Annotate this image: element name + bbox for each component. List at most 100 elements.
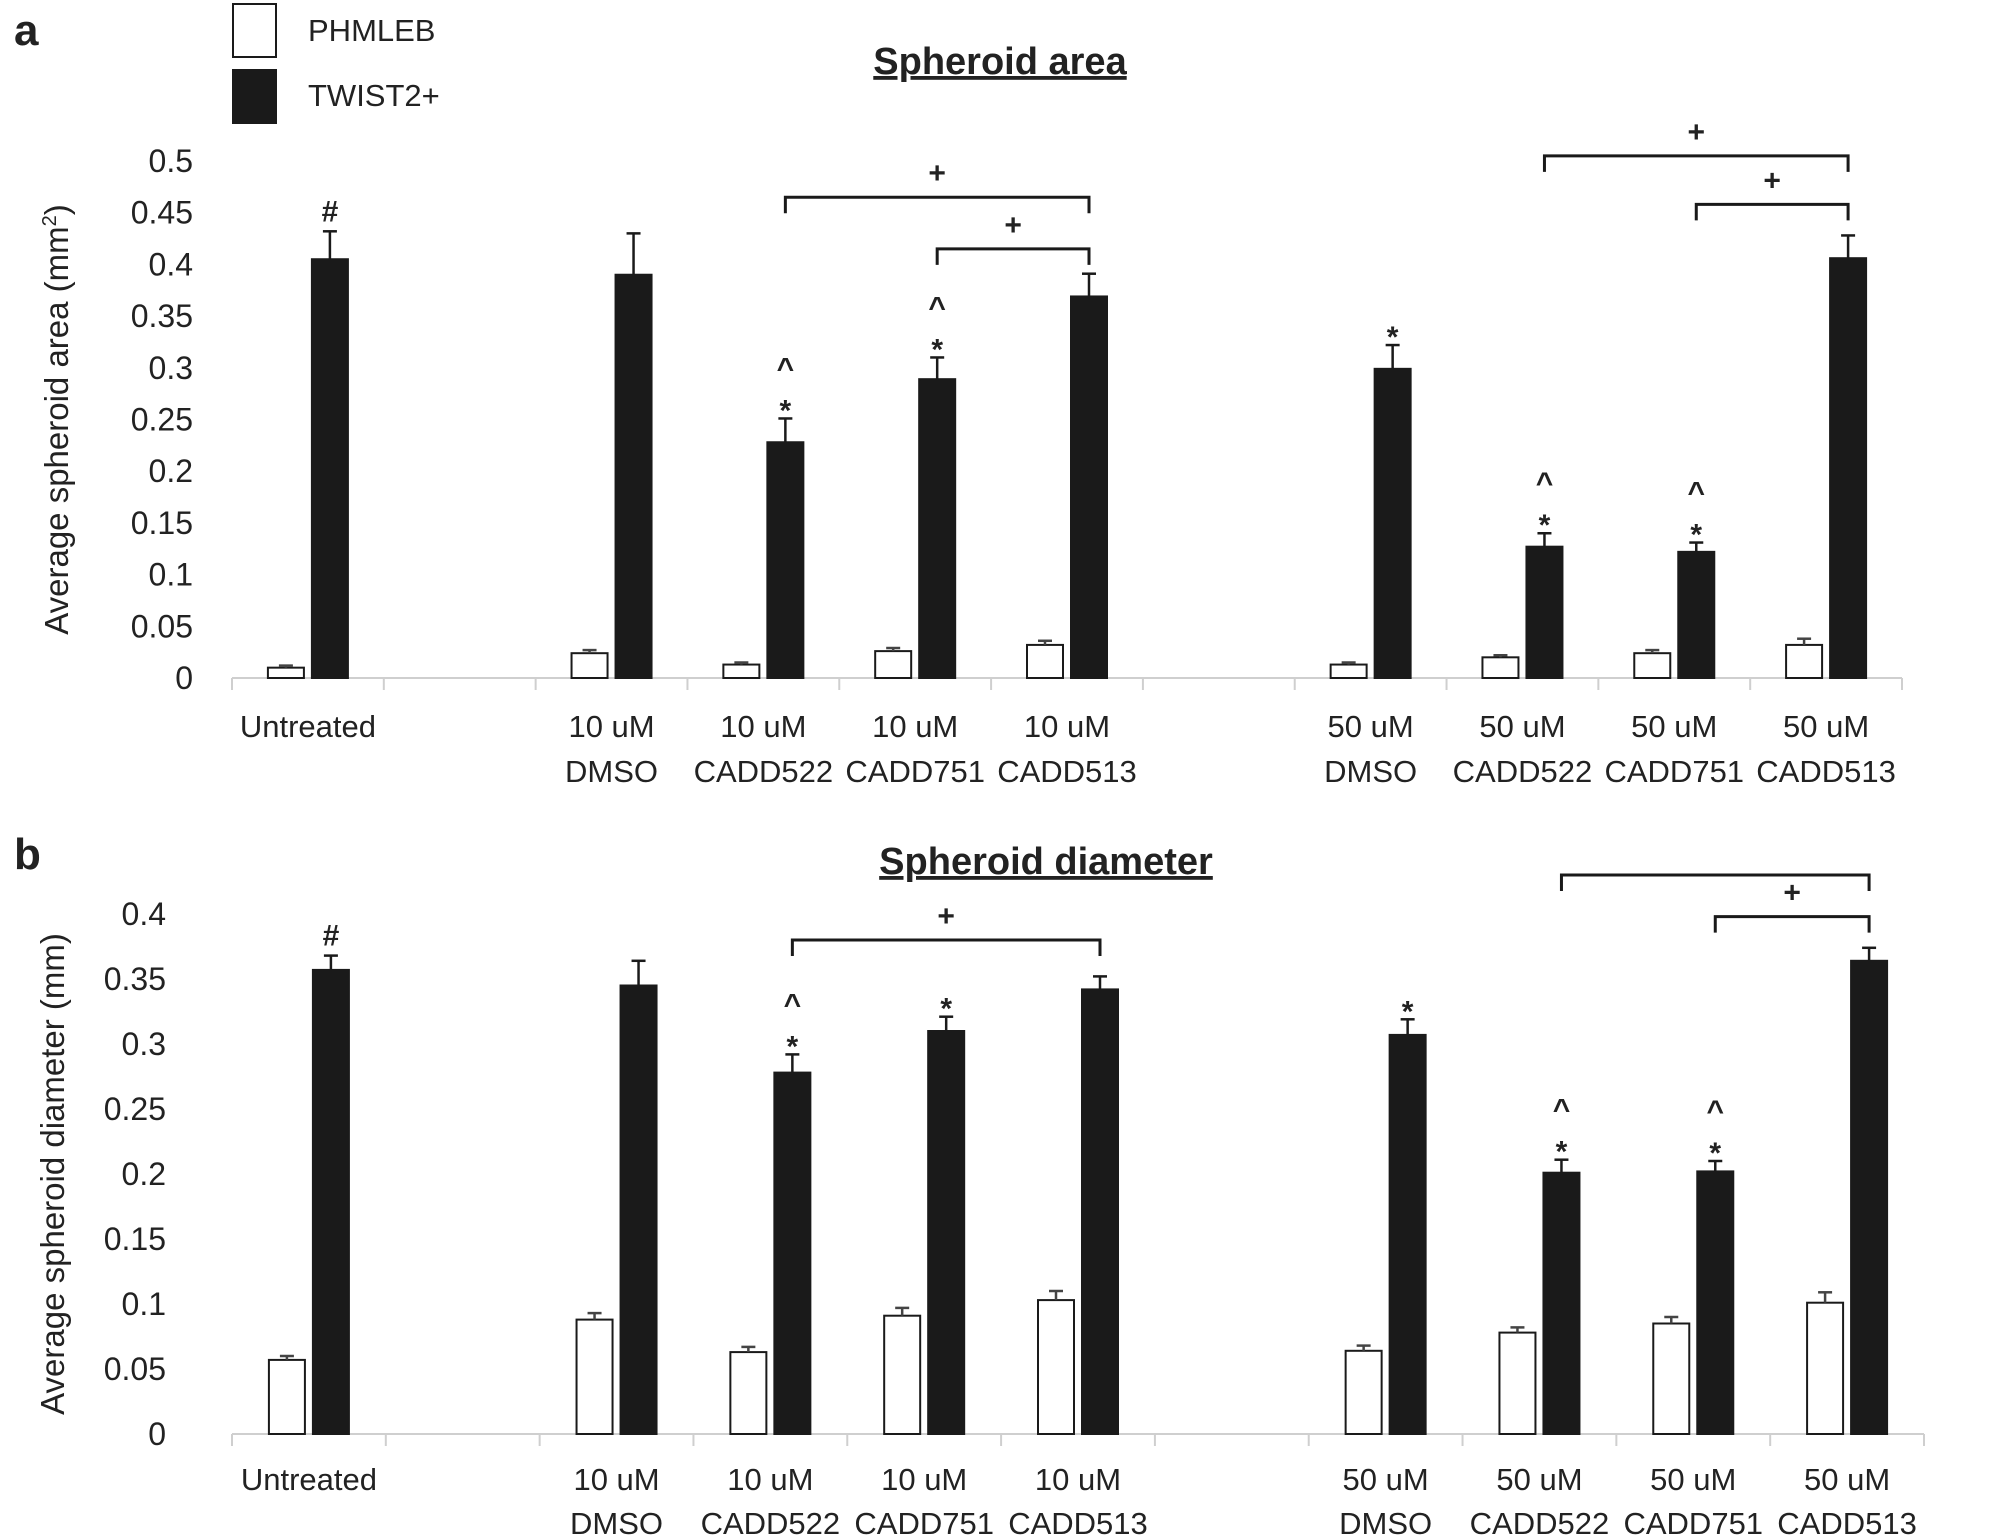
significance-mark: ^ [1707,1095,1725,1128]
bar-twist2 [1081,988,1119,1436]
significance-mark: * [1709,1137,1721,1170]
panel-b-chart: b Spheroid diameter Average spheroid diame… [14,830,1925,1540]
x-tick-label-line2: CADD513 [1777,1506,1917,1540]
bracket-label: + [1783,877,1801,910]
panel-label: b [14,830,41,879]
x-tick-label-line2: DMSO [1324,754,1417,789]
significance-mark: ^ [1553,1094,1571,1127]
x-tick-label-line1: 10 uM [573,1462,659,1497]
legend-swatch-twist2 [232,69,277,124]
chart-title: Spheroid area [873,41,1127,83]
bar-phmleb [1481,656,1520,680]
x-tick-label-line1: 50 uM [1328,709,1414,744]
bar-twist2 [773,1071,812,1435]
y-tick-label: 0.25 [131,402,193,438]
x-tick-label-line1: 50 uM [1650,1462,1736,1497]
bar-phmleb [874,650,913,680]
legend-label-twist2: TWIST2+ [308,78,440,113]
comparison-bracket [1713,915,1871,933]
significance-mark: * [931,333,943,366]
x-tick-label-line1: 10 uM [881,1462,967,1497]
significance-mark: ^ [928,291,946,324]
significance-mark: * [1556,1136,1568,1169]
legend: PHMLEB TWIST2+ [232,3,440,124]
y-tick-label: 0.3 [149,350,193,386]
significance-mark: # [323,920,340,953]
bar-twist2 [1388,1033,1427,1436]
y-tick-label: 0.4 [122,896,166,932]
x-tick-label-line2: CADD751 [1604,754,1744,789]
comparison-bracket [1559,873,1871,891]
y-axis-label: Average spheroid area (mm2) [38,204,75,635]
y-tick-label: 0.15 [131,505,193,541]
y-tick-label: 0.45 [131,195,193,231]
bar-twist2 [311,968,350,1436]
x-tick-label-line2: DMSO [570,1506,663,1540]
y-axis-label-main: Average spheroid diameter (mm) [34,933,71,1415]
bar-twist2 [1525,545,1564,679]
comparison-bracket [935,247,1091,265]
bracket-label: + [937,900,955,933]
significance-mark: * [1387,321,1399,354]
y-axis-label-main: Average spheroid area (mm [38,226,75,634]
x-tick-label-line1: 10 uM [568,709,654,744]
y-tick-label: 0.1 [122,1286,166,1322]
significance-mark: * [787,1030,799,1063]
x-tick-label-line2: DMSO [1339,1506,1432,1540]
bar-phmleb [575,1318,614,1435]
y-tick-label: 0.35 [131,298,193,334]
bracket-label: + [1763,164,1781,197]
significance-mark: * [1539,509,1551,542]
panel-label: a [14,6,39,55]
significance-mark: * [1402,995,1414,1028]
x-tick-label-line2: CADD513 [1756,754,1896,789]
significance-mark: ^ [777,352,795,385]
y-axis-label-end: ) [38,204,75,215]
bar-twist2 [1373,367,1412,679]
y-tick-label: 0.4 [149,246,193,282]
x-tick-label-line2: CADD522 [1453,754,1593,789]
significance-mark: # [322,195,339,228]
bar-phmleb [883,1314,922,1435]
panel-a-chart: a Spheroid area Average spheroid area (mm2… [14,6,1903,789]
bar-phmleb [1037,1299,1075,1435]
comparison-bracket [790,938,1102,956]
y-tick-label: 0.2 [122,1156,166,1192]
x-tick-label-line1: 10 uM [1024,709,1110,744]
bar-twist2 [614,273,653,679]
bar-phmleb [1806,1301,1845,1435]
x-tick-label-line1: 10 uM [1035,1462,1121,1497]
y-tick-label: 0.15 [104,1221,166,1257]
bar-phmleb [1652,1322,1691,1435]
bar-phmleb [722,663,761,679]
bar-twist2 [310,258,349,679]
bar-twist2 [1829,257,1868,679]
bar-twist2 [1070,295,1108,679]
bar-twist2 [927,1030,966,1435]
x-tick-label-line2: CADD751 [845,754,985,789]
y-tick-label: 0 [148,1416,166,1452]
chart-title: Spheroid diameter [879,841,1213,883]
x-tick-label-line2: DMSO [565,754,658,789]
significance-mark: * [1690,519,1702,552]
x-tick-label-line2: CADD522 [694,754,834,789]
y-axis-label-superscript: 2 [39,215,61,226]
bar-twist2 [1677,550,1716,679]
bar-phmleb [1633,652,1672,680]
bar-phmleb [266,666,305,679]
bar-twist2 [766,441,805,679]
bar-phmleb [1498,1331,1537,1435]
x-tick-label-line2: CADD513 [1008,1506,1148,1540]
bar-twist2 [918,378,957,679]
y-tick-label: 0.5 [149,143,193,179]
x-tick-label-line2: CADD522 [1470,1506,1610,1540]
x-tick-label-line1: Untreated [241,1462,377,1497]
significance-mark: ^ [784,988,802,1021]
legend-swatch-phmleb [232,3,277,58]
bar-phmleb [1344,1349,1383,1436]
y-tick-label: 0.25 [104,1091,166,1127]
significance-mark: * [780,394,792,427]
bracket-label: + [1004,209,1022,242]
y-tick-label: 0.35 [104,961,166,997]
bar-phmleb [729,1351,768,1435]
